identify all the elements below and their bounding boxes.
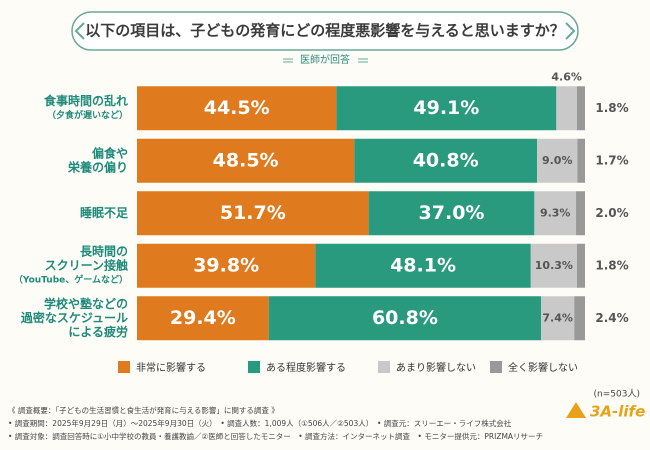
legend-swatch xyxy=(378,361,390,373)
bar-segment xyxy=(530,243,577,288)
value-label: 1.8% xyxy=(595,258,628,272)
category-label: 学校や塾などの xyxy=(44,296,128,311)
category-label: 食事時間の乱れ xyxy=(43,93,128,108)
value-label: 51.7% xyxy=(220,202,286,224)
legend-label: 非常に影響する xyxy=(136,361,206,374)
bar-segment xyxy=(576,86,585,131)
legend-label: 全く影響しない xyxy=(508,361,578,374)
logo: 3A-life xyxy=(590,403,645,421)
bar-segment xyxy=(315,243,531,288)
bar-segment xyxy=(574,296,585,341)
bar-segment xyxy=(576,243,585,288)
value-label: 7.4% xyxy=(542,311,573,324)
value-label: 9.0% xyxy=(542,154,573,167)
bar-segment xyxy=(576,191,585,236)
footnote: 《 調査概要：「子どもの生活習慣と食生活が発育に与える影響」に関する調査 》 xyxy=(8,405,279,415)
value-label: 2.4% xyxy=(595,311,628,325)
bar-segment xyxy=(137,296,269,341)
value-label: 39.8% xyxy=(193,254,259,276)
category-label: による疲労 xyxy=(68,324,128,339)
bar-segment xyxy=(137,243,316,288)
value-label: 4.6% xyxy=(551,70,582,83)
value-label: 10.3% xyxy=(535,259,573,272)
bar-segment xyxy=(556,86,577,131)
value-label: 1.7% xyxy=(595,153,628,167)
bar-segment xyxy=(137,86,337,131)
category-label: （YouTube、ゲームなど） xyxy=(14,273,128,285)
value-label: 40.8% xyxy=(413,149,479,171)
footnote: • 調査期間：2025年9月29日（月）〜2025年9月30日（火） • 調査人… xyxy=(8,418,512,428)
bar-segment xyxy=(537,138,578,183)
value-label: 29.4% xyxy=(170,307,236,329)
legend-label: あまり影響しない xyxy=(396,361,476,374)
logo-mark xyxy=(566,402,586,418)
subtitle: 医師が回答 xyxy=(300,53,350,66)
category-label: 長時間の xyxy=(80,243,128,258)
bar-segment xyxy=(541,296,575,341)
value-label: 9.3% xyxy=(540,206,571,219)
category-label: 過密なスケジュール xyxy=(20,310,128,325)
value-label: 2.0% xyxy=(595,206,628,220)
legend-swatch xyxy=(118,361,130,373)
bar-segment xyxy=(137,191,369,236)
bar-segment xyxy=(534,191,577,236)
legend-swatch xyxy=(490,361,502,373)
value-label: 48.5% xyxy=(213,149,279,171)
value-label: 1.8% xyxy=(595,101,628,115)
title-box xyxy=(71,11,579,51)
title-chevrons xyxy=(74,22,576,40)
value-label: 60.8% xyxy=(372,307,438,329)
bar-segment xyxy=(577,138,585,183)
category-label: スクリーン接触 xyxy=(45,257,128,272)
value-label: 44.5% xyxy=(204,97,270,119)
footnote: • 調査対象：調査回答時に①小中学校の教員・養護教諭／②医師と回答したモニター … xyxy=(8,431,543,441)
bar-segment xyxy=(336,86,557,131)
category-label: （夕食が遅いなど） xyxy=(47,109,128,121)
bar-segment xyxy=(137,138,355,183)
value-label: 37.0% xyxy=(419,202,485,224)
category-label: 偏食や xyxy=(92,145,128,160)
sample-note: (n=503人) xyxy=(594,389,640,400)
category-label: 栄養の偏り xyxy=(67,159,128,174)
legend-swatch xyxy=(248,361,260,373)
bar-segment xyxy=(354,138,538,183)
bar-segment xyxy=(268,296,542,341)
value-label: 48.1% xyxy=(390,254,456,276)
value-label: 49.1% xyxy=(413,97,479,119)
chart-title: 以下の項目は、子どもの発育にどの程度悪影響を与えると思いますか？ xyxy=(85,22,565,40)
bar-segment xyxy=(368,191,535,236)
legend-label: ある程度影響する xyxy=(266,361,346,374)
category-label: 睡眠不足 xyxy=(80,205,128,220)
